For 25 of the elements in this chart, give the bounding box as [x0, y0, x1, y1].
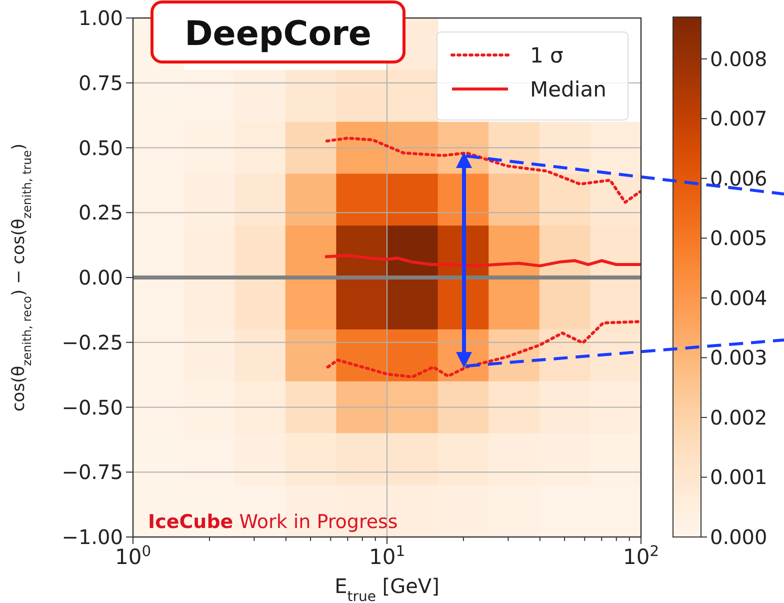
color-bar-label: 0.006 [710, 166, 768, 190]
x-axis-title: E$_{true}$ [GeV] [334, 574, 440, 603]
y-tick-label: −1.00 [62, 525, 123, 549]
color-bar-label: 0.007 [710, 106, 768, 131]
y-tick-label: 0.25 [78, 200, 123, 225]
x-tick-label: 10$^{2}$ [622, 542, 660, 569]
chart-title: DeepCore [184, 14, 372, 54]
y-tick-label: 0.75 [78, 70, 123, 95]
color-bar-label: 0.000 [710, 525, 768, 549]
color-bar-label: 0.008 [710, 46, 768, 71]
y-tick-label: −0.75 [62, 460, 123, 484]
x-tick-label: 10$^{1}$ [368, 542, 406, 569]
y-tick-label: 1.00 [78, 6, 123, 30]
color-bar-label: 0.003 [710, 346, 768, 370]
legend-label: Median [530, 77, 606, 102]
legend-label: 1 σ [530, 43, 564, 68]
y-tick-label: 0.50 [78, 136, 123, 160]
y-tick-label: 0.00 [78, 266, 123, 290]
color-bar-label: 0.001 [710, 465, 768, 490]
color-bar-label: 0.002 [710, 405, 768, 430]
y-tick-label: −0.25 [62, 330, 123, 354]
color-bar-label: 0.005 [710, 226, 768, 250]
y-tick-label: −0.50 [62, 395, 123, 420]
annotation: IceCube Work in Progress [148, 511, 398, 533]
color-bar-label: 0.004 [710, 286, 768, 310]
